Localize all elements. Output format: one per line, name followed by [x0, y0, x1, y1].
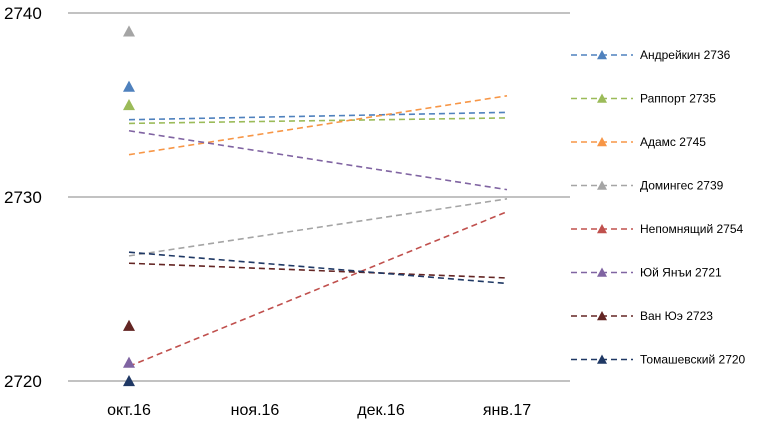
y-tick-label: 2720 — [4, 372, 42, 391]
legend-marker — [597, 180, 607, 190]
y-tick-label: 2740 — [4, 4, 42, 23]
trend-line — [128, 95, 508, 156]
legend-marker — [597, 224, 607, 234]
y-axis-ticks: 2720 2730 2740 — [4, 4, 42, 391]
legend-label: Раппорт 2735 — [640, 92, 716, 106]
x-tick-label: ноя.16 — [231, 402, 280, 419]
x-tick-label: дек.16 — [357, 402, 405, 419]
legend-label: Томашевский 2720 — [640, 353, 746, 367]
trend-lines — [128, 95, 508, 368]
legend-marker — [597, 50, 607, 60]
legend-marker — [597, 267, 607, 277]
x-axis-ticks: окт.16 ноя.16 дек.16 янв.17 — [107, 402, 531, 419]
legend-marker — [597, 93, 607, 103]
marker — [123, 319, 135, 331]
marker — [123, 356, 135, 368]
legend-label: Домингес 2739 — [640, 179, 724, 193]
marker — [123, 25, 135, 37]
legend-label: Адамс 2745 — [640, 135, 706, 149]
gridlines — [68, 12, 570, 382]
markers — [123, 25, 135, 387]
y-tick-label: 2730 — [4, 188, 42, 207]
legend: Андрейкин 2736 Раппорт 2735 Адамс 2745 Доми… — [571, 48, 746, 367]
trend-line — [128, 117, 508, 125]
legend-marker — [597, 311, 607, 321]
legend-marker — [597, 137, 607, 147]
legend-label: Юй Янъи 2721 — [640, 266, 722, 280]
legend-label: Непомнящий 2754 — [640, 222, 744, 236]
trend-line — [128, 111, 508, 121]
marker — [123, 99, 135, 111]
x-tick-label: окт.16 — [107, 402, 151, 419]
legend-marker — [597, 354, 607, 364]
x-tick-label: янв.17 — [483, 402, 531, 419]
legend-label: Андрейкин 2736 — [640, 48, 731, 62]
trend-line — [128, 251, 508, 285]
trend-line — [128, 210, 508, 368]
trend-line — [128, 262, 508, 279]
marker — [123, 375, 135, 387]
trend-line — [128, 129, 508, 191]
legend-label: Ван Юэ 2723 — [640, 309, 713, 323]
marker — [123, 80, 135, 92]
trend-line — [128, 198, 508, 257]
